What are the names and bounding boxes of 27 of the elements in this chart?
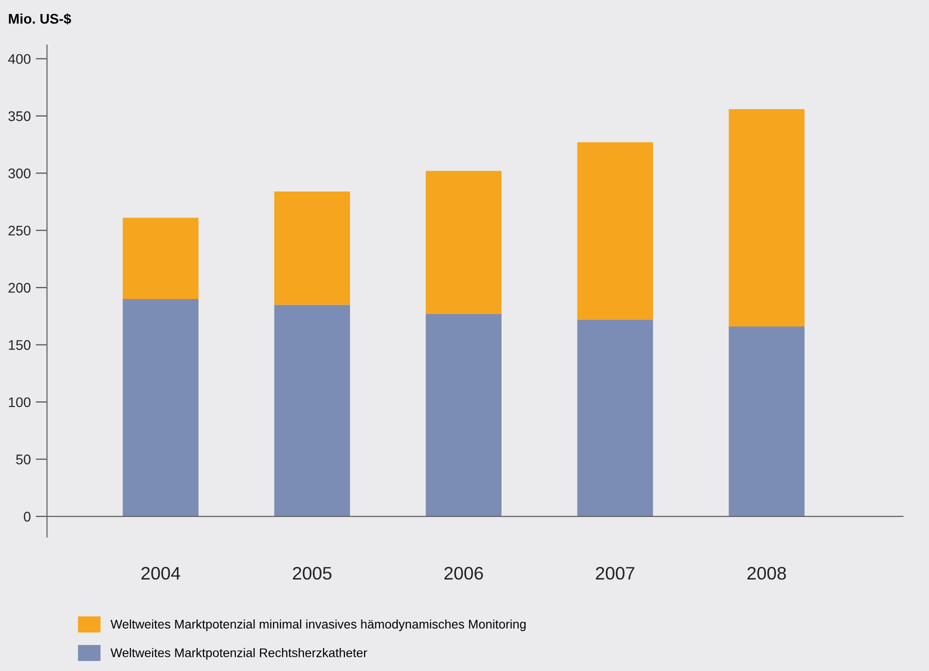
x-tick-label: 2006	[444, 566, 483, 580]
y-tick-label: 150	[8, 340, 30, 350]
y-tick-label: 350	[8, 111, 30, 122]
y-tick-label: 300	[8, 168, 30, 178]
y-tick-label: 400	[8, 54, 30, 64]
legend-label: Weltweites Marktpotenzial Rechtsherzkatheter	[110, 648, 368, 660]
bar	[274, 191, 350, 305]
y-axis-title: Mio. US-$	[8, 13, 72, 25]
bar	[122, 299, 199, 516]
x-tick-label: 2005	[292, 566, 332, 580]
bar	[122, 218, 199, 300]
y-tick-label: 250	[8, 226, 30, 236]
bar	[728, 109, 805, 326]
y-tick-label: 50	[16, 454, 30, 464]
bar	[577, 320, 654, 516]
x-tick-label: 2008	[747, 566, 786, 580]
x-tick-label: 2004	[141, 566, 180, 580]
y-tick-label: 200	[8, 282, 30, 293]
y-tick-label: 0	[24, 512, 30, 522]
x-tick-label: 2007	[596, 566, 634, 580]
bar	[577, 142, 654, 320]
bar	[426, 314, 502, 516]
bar	[426, 170, 502, 314]
legend-label: Weltweites Marktpotenzial minimal invasives hämodynamisches Monitoring	[110, 619, 526, 632]
bar	[274, 304, 350, 516]
y-tick-label: 100	[8, 397, 30, 408]
bar	[728, 326, 805, 516]
